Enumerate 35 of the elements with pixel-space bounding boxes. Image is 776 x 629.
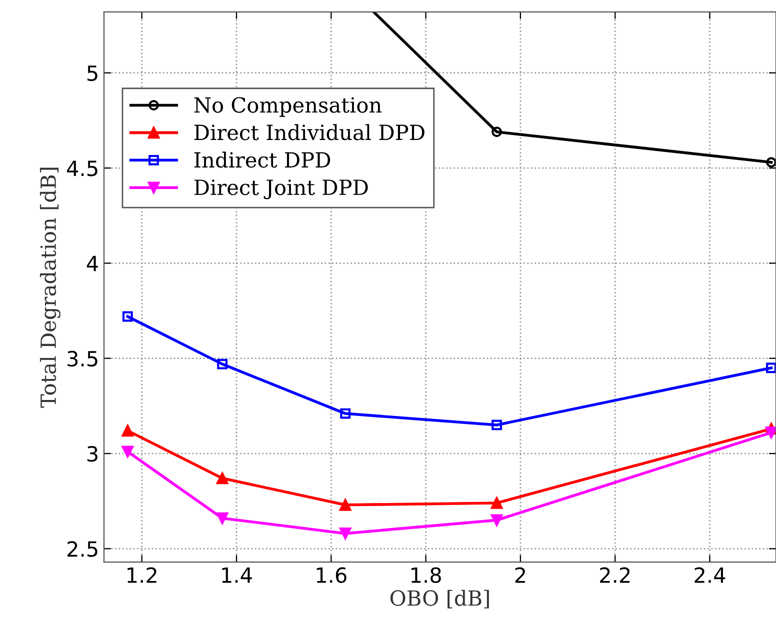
legend-label: No Compensation [194, 97, 382, 117]
point [216, 472, 228, 484]
y-tick-label: 4.5 [67, 160, 98, 176]
point [492, 420, 502, 430]
point [492, 126, 502, 138]
point [122, 424, 134, 437]
point [339, 528, 352, 540]
point [490, 514, 503, 526]
legend-label: Direct Joint DPD [194, 180, 368, 200]
point [765, 426, 776, 438]
point [217, 358, 228, 370]
x-tick-label: 1.2 [128, 567, 156, 583]
x-tick-label: 2.2 [600, 567, 630, 583]
x-axis-title: OBO [dB] [390, 590, 489, 608]
x-tick-label: 1.6 [316, 567, 346, 583]
x-tick-label: 2 [515, 567, 525, 583]
point [216, 512, 228, 524]
x-tick-label: 1.8 [412, 567, 441, 583]
point [766, 362, 776, 374]
y-tick-label: 2.5 [68, 541, 98, 557]
y-tick-label: 3 [87, 446, 98, 462]
legend-label: Direct Individual DPD [194, 124, 424, 140]
y-axis-title: Total Degradation [dB] [40, 168, 60, 408]
y-tick-label: 5 [87, 66, 98, 82]
point [490, 497, 503, 509]
point [122, 311, 133, 322]
x-tick-label: 2.4 [694, 567, 726, 583]
y-tick-label: 4 [86, 256, 98, 272]
point [340, 408, 351, 419]
x-tick-label: 1.4 [222, 568, 252, 583]
point [766, 157, 776, 168]
point [122, 446, 134, 458]
y-tick-label: 3.5 [68, 350, 98, 367]
legend-label: Indirect DPD [194, 152, 330, 168]
point [339, 499, 352, 511]
